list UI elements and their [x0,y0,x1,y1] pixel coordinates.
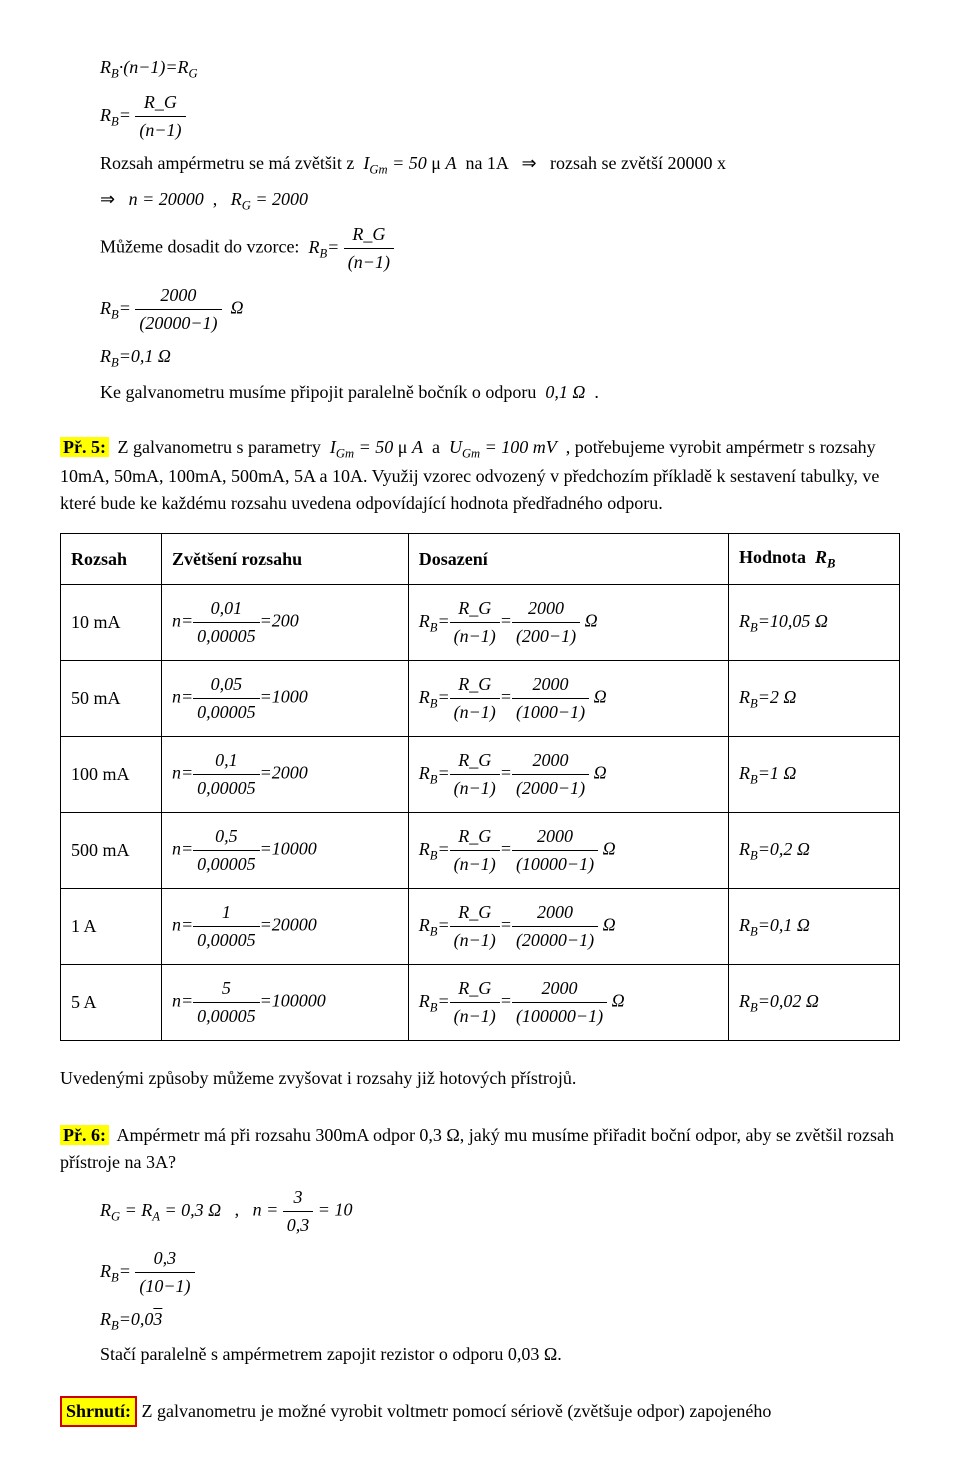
shrnuti-paragraph: Shrnutí: Z galvanometru je možné vyrobit… [60,1396,900,1427]
cell-rozsah: 50 mA [61,660,162,736]
table-row: 1 An=10,00005=20000RB=R_G(n−1)=2000(2000… [61,888,900,964]
cell-dosazeni: RB=R_G(n−1)=2000(2000−1) Ω [408,736,728,812]
arrow: ⇒ [100,189,115,209]
text: Stačí paralelně s ampérmetrem zapojit re… [100,1341,900,1368]
frac-num: R_G [135,89,185,117]
n-eq: n = [253,1200,279,1220]
eq10: = 10 [318,1200,353,1220]
text: Ampérmetr má při rozsahu 300mA odpor 0,3… [60,1125,894,1172]
frac-num: 0,3 [135,1245,194,1273]
text: Z galvanometru s parametry [117,437,320,457]
after-table-text: Uvedenými způsoby můžeme zvyšovat i rozs… [60,1065,900,1092]
cell-hodnota: RB=2 Ω [729,660,900,736]
cell-zvetseni: n=0,050,00005=1000 [162,660,409,736]
arrow: ⇒ [521,153,536,173]
table-row: 10 mAn=0,010,00005=200RB=R_G(n−1)=2000(2… [61,584,900,660]
comma: , [235,1200,240,1220]
table-row: 50 mAn=0,050,00005=1000RB=R_G(n−1)=2000(… [61,660,900,736]
sep: a [432,437,440,457]
pr6-label: Př. 6: [60,1125,109,1145]
frac-num: 2000 [135,282,221,310]
cell-rozsah: 100 mA [61,736,162,812]
cell-zvetseni: n=10,00005=20000 [162,888,409,964]
text: Z galvanometru je možné vyrobit voltmetr… [142,1401,772,1421]
cell-dosazeni: RB=R_G(n−1)=2000(1000−1) Ω [408,660,728,736]
cell-zvetseni: n=0,50,00005=10000 [162,812,409,888]
ranges-table: Rozsah Zvětšení rozsahu Dosazení Hodnota… [60,533,900,1040]
table-row: 5 An=50,00005=100000RB=R_G(n−1)=2000(100… [61,964,900,1040]
pr5-label: Př. 5: [60,437,109,457]
cell-dosazeni: RB=R_G(n−1)=2000(200−1) Ω [408,584,728,660]
cell-zvetseni: n=0,010,00005=200 [162,584,409,660]
cell-rozsah: 5 A [61,964,162,1040]
ohm: Ω [231,298,244,318]
text: rozsah se zvětší 20000 x [550,153,726,173]
cell-hodnota: RB=10,05 Ω [729,584,900,660]
text: Ke galvanometru musíme připojit paraleln… [100,382,536,402]
text: Můžeme dosadit do vzorce: [100,237,299,257]
th-hodnota: Hodnota RB [729,534,900,584]
text: na 1A [465,153,508,173]
cell-dosazeni: RB=R_G(n−1)=2000(100000−1) Ω [408,964,728,1040]
frac-den: (20000−1) [135,310,221,337]
value: 0,1 Ω [545,382,585,402]
table-row: 500 mAn=0,50,00005=10000RB=R_G(n−1)=2000… [61,812,900,888]
shrnuti-label: Shrnutí: [60,1396,137,1427]
frac-num: 3 [283,1184,314,1212]
pr5-paragraph: Př. 5: Z galvanometru s parametry IGm = … [60,434,900,517]
th-rozsah: Rozsah [61,534,162,584]
frac-num: R_G [344,221,394,249]
pr6-paragraph: Př. 6: Ampérmetr má při rozsahu 300mA od… [60,1122,900,1176]
th-dosazeni: Dosazení [408,534,728,584]
text: Rozsah ampérmetru se má zvětšit z [100,153,354,173]
cell-rozsah: 1 A [61,888,162,964]
table-header-row: Rozsah Zvětšení rozsahu Dosazení Hodnota… [61,534,900,584]
cell-rozsah: 10 mA [61,584,162,660]
table-row: 100 mAn=0,10,00005=2000RB=R_G(n−1)=2000(… [61,736,900,812]
eq-line: RB·(n−1)=RG [100,57,198,77]
cell-hodnota: RB=0,2 Ω [729,812,900,888]
frac-den: 0,3 [283,1212,314,1239]
dot: . [594,382,599,402]
cell-hodnota: RB=0,02 Ω [729,964,900,1040]
cell-dosazeni: RB=R_G(n−1)=2000(20000−1) Ω [408,888,728,964]
text: Hodnota [739,547,806,567]
frac-den: (n−1) [344,249,394,276]
intro-block: RB·(n−1)=RG RB= R_G(n−1) Rozsah ampérmet… [100,54,900,406]
cell-dosazeni: RB=R_G(n−1)=2000(10000−1) Ω [408,812,728,888]
cell-hodnota: RB=0,1 Ω [729,888,900,964]
cell-rozsah: 500 mA [61,812,162,888]
frac-den: (10−1) [135,1273,194,1300]
cell-zvetseni: n=0,10,00005=2000 [162,736,409,812]
cell-zvetseni: n=50,00005=100000 [162,964,409,1040]
cell-hodnota: RB=1 Ω [729,736,900,812]
th-zvetseni: Zvětšení rozsahu [162,534,409,584]
pr6-work: RG = RA = 0,3 Ω , n = 30,3 = 10 RB= 0,3(… [100,1184,900,1368]
frac-den: (n−1) [135,117,185,144]
